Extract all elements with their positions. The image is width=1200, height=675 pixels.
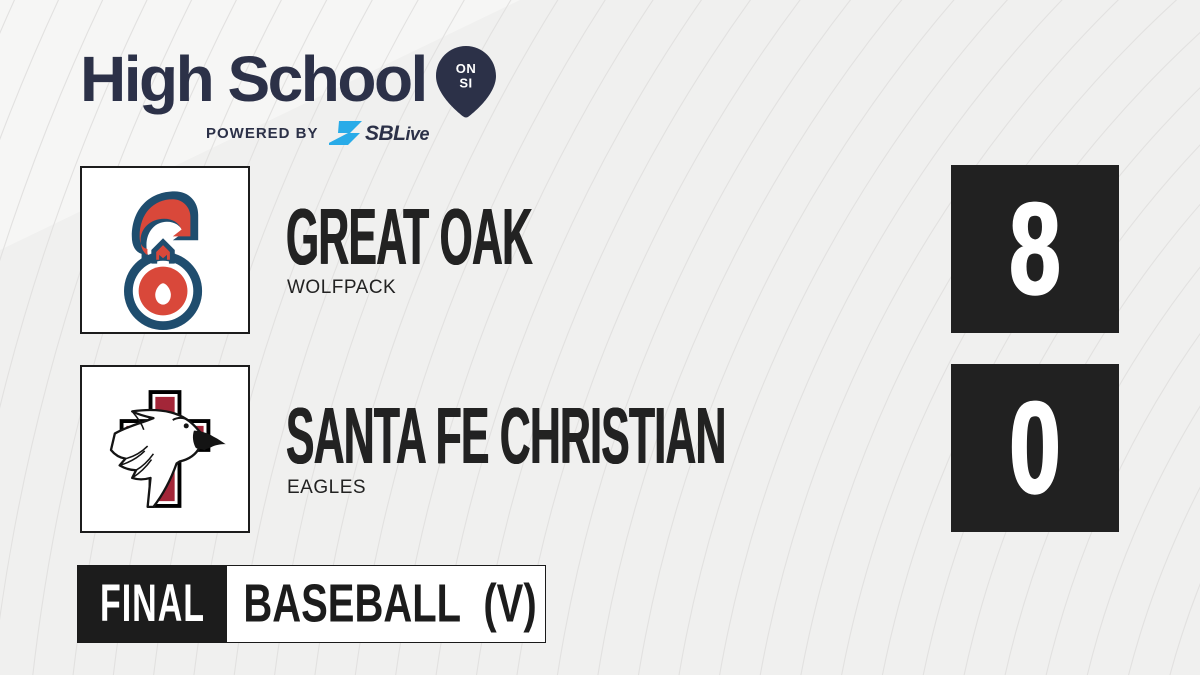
svg-text:SI: SI [459, 76, 472, 91]
svg-text:ON: ON [456, 61, 477, 76]
svg-text:SBLive: SBLive [365, 122, 430, 145]
